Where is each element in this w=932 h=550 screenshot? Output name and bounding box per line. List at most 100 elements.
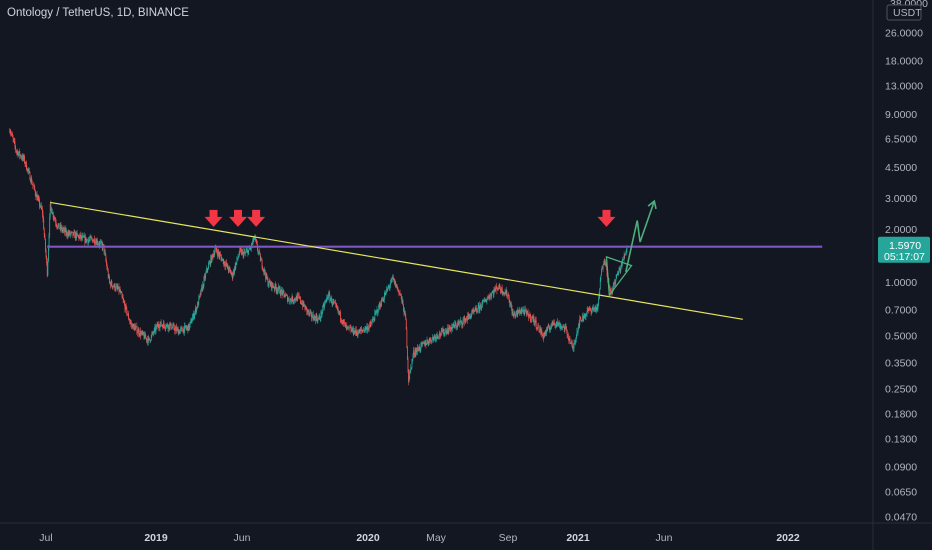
candle-body [581,319,582,322]
candle-body [570,343,572,345]
candle-body [589,307,591,309]
candle-body [508,294,510,297]
candle-body [351,329,353,332]
candle-body [248,249,249,255]
candle-body [251,243,253,245]
candle-body [436,333,438,336]
candle-body [355,329,357,333]
candle-body [200,288,202,296]
candle-body [172,324,174,328]
candle-body [567,334,569,335]
candle-body [33,186,35,187]
candle-body [575,335,577,339]
candle-body [587,308,589,310]
candle-body [404,310,406,315]
candle-body [231,272,233,274]
candle-body [122,298,124,300]
candle-body [188,324,190,330]
candle-body [499,284,501,289]
candle-body [304,305,306,310]
candle-body [203,278,205,287]
candle-body [163,322,164,329]
candle-body [262,267,264,270]
candle-body [549,328,550,330]
candle-body [76,232,77,239]
candle-body [515,314,516,317]
candle-body [27,168,29,171]
candle-body [483,299,484,301]
candle-body [559,323,561,328]
candle-body [265,274,267,279]
candle-body [481,302,483,308]
candle-body [550,325,552,328]
candle-body [216,250,218,253]
candle-body [170,323,172,329]
candle-body [562,326,564,328]
candle-body [312,314,314,318]
candle-body [485,301,487,303]
candle-body [484,300,486,302]
candle-body [619,267,621,270]
candle-body [238,256,240,258]
candle-body [369,323,371,324]
candle-body [480,304,481,307]
candle-body [164,327,166,329]
candle-body [218,251,220,254]
down-arrow-icon [597,209,616,227]
triangle-pattern [605,255,633,297]
candle-body [386,288,388,291]
candle-body [82,235,84,237]
candle-body [476,310,478,312]
candle-body [213,253,215,256]
candle-body [133,324,135,327]
candle-body [338,311,340,312]
candle-body [408,369,409,383]
candle-body [597,304,598,310]
candle-body [362,329,364,331]
candle-body [562,326,564,328]
candle-body [68,232,70,235]
candle-body [423,341,425,344]
candle-body [496,287,498,291]
candle-body [426,343,427,346]
candle-body [160,321,162,326]
candle-body [103,244,104,245]
candle-body [439,332,441,335]
candle-body [535,320,537,328]
candle-body [544,331,546,335]
candle-body [224,264,226,267]
candle-body [554,322,555,324]
candle-body [153,329,155,334]
candle-body [155,326,157,332]
candle-body [547,325,549,327]
candle-body [330,299,331,301]
candle-body [141,331,143,334]
candle-body [179,331,180,334]
time-axis[interactable]: Jul 2019 Jun 2020 May Sep 2021 Jun 2022 [39,532,800,544]
candle-body [334,302,336,304]
candle-body [335,302,337,305]
candle-body [435,337,437,340]
candle-body [135,326,137,328]
candle-body [488,297,490,299]
candle-body [507,294,509,296]
candle-body [546,328,547,334]
candle-body [233,270,234,276]
candle-body [537,325,539,328]
candle-body [488,298,490,299]
candle-body [466,319,468,321]
candle-body [432,336,434,338]
candle-body [247,250,249,255]
candle-body [418,346,420,352]
candle-body [456,326,458,327]
candle-body [551,323,553,326]
candle-body [615,279,617,284]
candle-body [468,314,470,317]
candle-body [432,336,434,339]
candle-body [532,316,534,319]
price-axis[interactable]: 26.0000 18.0000 13.0000 9.0000 6.5000 4.5000 3… [878,0,930,524]
candle-body [69,231,70,235]
candle-body [209,261,211,264]
candle-body [374,312,376,321]
